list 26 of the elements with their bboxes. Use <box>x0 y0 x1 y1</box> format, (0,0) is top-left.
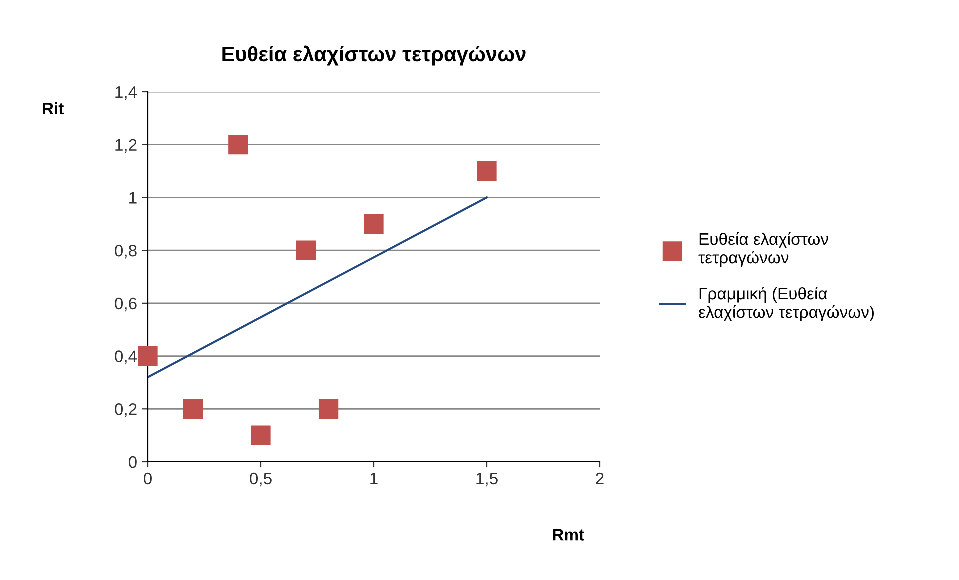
y-tick-label: 0,8 <box>115 244 137 259</box>
chart-title: Ευθεία ελαχίστων τετραγώνων <box>222 46 526 66</box>
x-tick-label: 2 <box>596 472 604 484</box>
y-tick-label: 0,6 <box>115 298 137 312</box>
x-tick-label: 1,5 <box>476 473 498 487</box>
y-tick-label: 1 <box>130 192 137 204</box>
y-tick-label: 1,4 <box>116 86 138 100</box>
y-axis-title: Rit <box>43 102 64 115</box>
point <box>318 399 339 419</box>
x-tick-label: 1 <box>370 473 378 484</box>
point <box>364 214 384 234</box>
point <box>138 346 158 366</box>
point <box>251 426 271 446</box>
y-tick-label: 0 <box>128 456 137 468</box>
y-tick-label: 0,2 <box>115 404 137 418</box>
x-tick-label: 0,5 <box>250 472 272 487</box>
point <box>296 240 316 260</box>
y-tick-label: 0,4 <box>115 350 138 364</box>
point <box>183 399 204 419</box>
legend-label: Ευθεία ελαχίστων τετραγώνων <box>698 232 828 267</box>
point <box>477 161 497 182</box>
x-tick-label: 0 <box>144 472 152 485</box>
x-axis-title: Rmt <box>553 529 584 541</box>
legend-label: Γραμμική (Ευθεία ελαχίστων τετραγώνων) <box>699 286 874 322</box>
point <box>228 135 248 155</box>
y-tick-label: 1,2 <box>116 139 137 154</box>
